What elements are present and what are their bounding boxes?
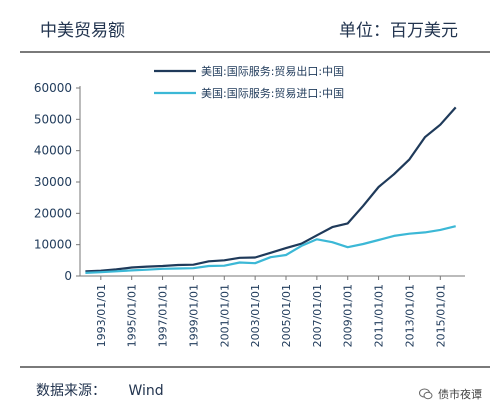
x-tick-label: 2005/01/01	[280, 284, 293, 347]
y-tick-label: 20000	[34, 206, 72, 220]
watermark-text: 债市夜谭	[438, 388, 482, 401]
x-tick-label: 1997/01/01	[157, 284, 170, 347]
x-tick-label: 2013/01/01	[403, 284, 416, 347]
y-tick-label: 0	[64, 269, 72, 283]
legend-label: 美国:国际服务:贸易进口:中国	[201, 87, 344, 100]
series-line-import	[85, 225, 456, 274]
y-tick-label: 60000	[34, 81, 72, 95]
data-source-label: 数据来源：	[36, 383, 106, 399]
x-tick-label: 2009/01/01	[342, 284, 355, 347]
series-line-export	[85, 106, 457, 273]
header-divider	[20, 51, 490, 53]
x-tick-label: 1993/01/01	[95, 284, 108, 347]
data-source-value: Wind	[128, 383, 164, 399]
x-tick-label: 2011/01/01	[373, 284, 386, 347]
data-source: 数据来源： Wind	[36, 380, 164, 400]
legend-label: 美国:国际服务:贸易出口:中国	[201, 64, 344, 78]
x-tick-label: 2003/01/01	[249, 284, 262, 347]
watermark: 债市夜谭	[419, 386, 482, 402]
chart-header: 中美贸易额 单位：百万美元	[0, 0, 500, 56]
chart-title: 中美贸易额	[40, 21, 125, 41]
series-layer	[85, 106, 457, 274]
x-tick-label: 1999/01/01	[187, 284, 200, 347]
y-tick-label: 40000	[34, 144, 72, 158]
x-tick-label: 2007/01/01	[311, 284, 324, 347]
y-tick-label: 10000	[34, 238, 72, 252]
chart-axes: 0 10000 20000 30000 40000 50000 60000 1993/01/0…	[34, 81, 465, 347]
y-tick-label: 30000	[34, 175, 72, 189]
unit-label: 单位：百万美元	[339, 21, 458, 41]
x-tick-label: 2015/01/01	[434, 284, 447, 347]
x-tick-label: 2001/01/01	[218, 284, 231, 347]
x-tick-label: 1995/01/01	[126, 284, 139, 347]
footer-divider	[20, 366, 490, 368]
y-tick-label: 50000	[34, 112, 72, 126]
wechat-icon	[419, 388, 433, 400]
